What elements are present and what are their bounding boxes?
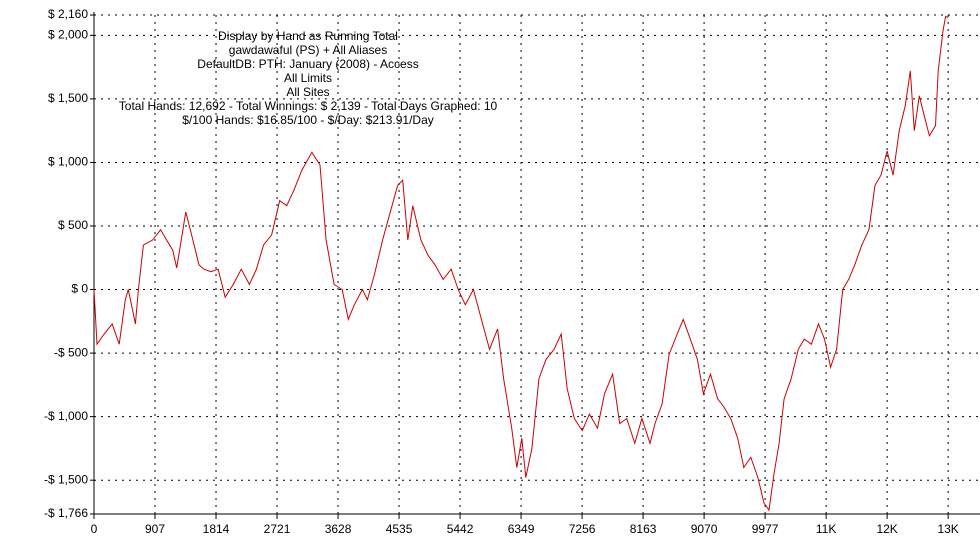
x-tick-label: 2721 <box>264 522 291 536</box>
y-tick-label: $ 1,000 <box>48 155 88 169</box>
annotation: All Sites <box>286 85 329 99</box>
x-tick-label: 13K <box>937 522 958 536</box>
y-tick-label: $ 2,160 <box>48 7 88 21</box>
x-tick-label: 0 <box>91 522 98 536</box>
annotation: Display by Hand as Running Total <box>218 29 398 43</box>
x-tick-label: 5442 <box>447 522 474 536</box>
y-tick-label: -$ 1,000 <box>44 409 88 423</box>
x-tick-label: 12K <box>876 522 897 536</box>
y-tick-label: -$ 1,766 <box>44 506 88 520</box>
x-tick-label: 8163 <box>630 522 657 536</box>
y-tick-label: -$ 1,500 <box>44 472 88 486</box>
y-tick-label: $ 0 <box>71 282 88 296</box>
x-tick-label: 6349 <box>508 522 535 536</box>
annotation: All Limits <box>284 71 332 85</box>
y-tick-label: $ 1,500 <box>48 91 88 105</box>
x-tick-label: 7256 <box>569 522 596 536</box>
annotation: Total Hands: 12,692 - Total Winnings: $ … <box>119 99 498 113</box>
data-line <box>93 15 948 512</box>
x-tick-label: 9070 <box>691 522 718 536</box>
x-tick-label: 9977 <box>752 522 779 536</box>
x-tick-label: 1814 <box>203 522 230 536</box>
y-tick-label: -$ 500 <box>54 345 88 359</box>
x-tick-label: 4535 <box>386 522 413 536</box>
annotation: DefaultDB: PTH: January (2008) - Access <box>197 57 418 71</box>
x-tick-label: 907 <box>145 522 165 536</box>
x-tick-label: 3628 <box>325 522 352 536</box>
y-tick-label: $ 500 <box>58 218 88 232</box>
x-tick-label: 11K <box>816 522 836 536</box>
annotation: gawdawaful (PS) + All Aliases <box>229 43 387 57</box>
annotation: $/100 Hands: $16.85/100 - $/Day: $213.91… <box>182 113 434 127</box>
y-tick-label: $ 2,000 <box>48 28 88 42</box>
